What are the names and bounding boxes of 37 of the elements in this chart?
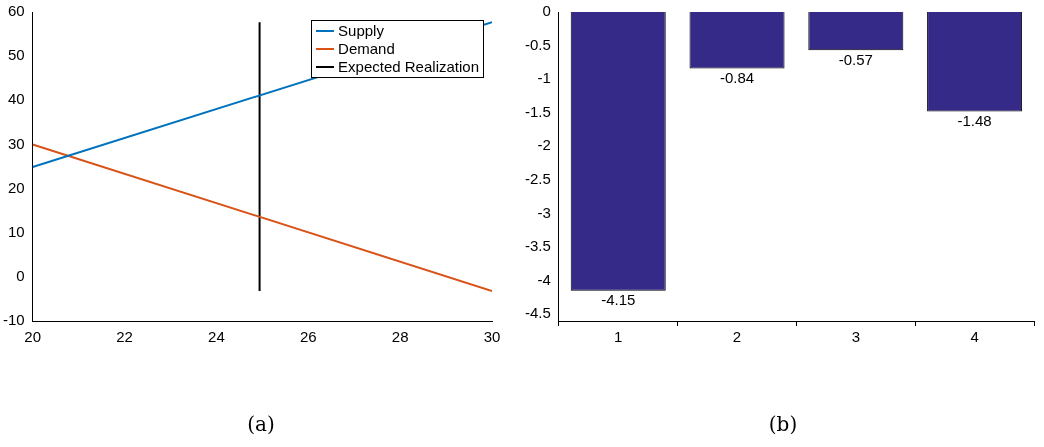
x-tick-label: 22	[116, 328, 133, 346]
data-label: -4.15	[601, 291, 636, 309]
y-tick-label: -1.5	[524, 102, 551, 120]
y-tick-label: 10	[7, 222, 25, 240]
y-tick-label: 30	[7, 134, 25, 152]
data-label: -0.57	[838, 50, 873, 68]
y-tick-label: -4	[537, 270, 551, 288]
y-tick-label: -3	[537, 203, 551, 221]
x-tick-label: 24	[208, 328, 225, 346]
y-tick-label: -0.5	[524, 35, 551, 53]
y-tick-label: 0	[542, 2, 551, 20]
data-label: -0.84	[719, 69, 755, 87]
x-tick-label: 2	[732, 328, 742, 346]
y-tick-label: -2	[537, 136, 551, 154]
y-tick-label: 0	[16, 267, 25, 284]
y-tick-label: 20	[7, 178, 25, 196]
text: (b)	[767, 412, 799, 436]
legend-label: Supply	[338, 22, 384, 40]
legend-label: Expected Realization	[338, 58, 479, 76]
x-tick-label: 20	[24, 328, 42, 346]
y-tick-label: 50	[7, 46, 25, 64]
x-tick-label: 26	[299, 328, 317, 346]
y-tick-label: 40	[7, 90, 25, 108]
y-tick-label: -2.5	[524, 170, 551, 188]
y-tick-label: -1	[537, 69, 551, 87]
text: (a)	[246, 412, 276, 436]
x-tick-label: 30	[483, 328, 501, 346]
legend-label: Demand	[338, 40, 395, 58]
y-tick-label: -3.5	[524, 237, 551, 255]
y-tick-label: -10	[2, 311, 25, 329]
y-tick-label: 60	[7, 2, 25, 20]
data-label: -1.48	[957, 112, 992, 130]
x-tick-label: 4	[970, 328, 979, 346]
x-tick-label: 1	[614, 328, 623, 346]
x-tick-label: 3	[851, 328, 860, 346]
x-tick-label: 28	[391, 328, 409, 346]
y-tick-label: -4.5	[524, 304, 551, 322]
